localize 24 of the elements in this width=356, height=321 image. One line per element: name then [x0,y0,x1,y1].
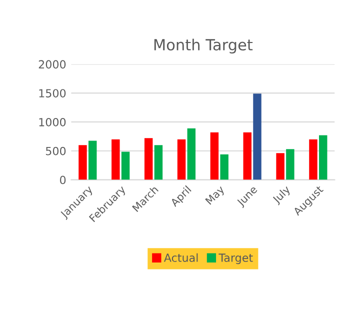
y-tick-label: 0 [60,176,66,184]
bar [253,94,262,180]
legend-label: Target [218,254,253,264]
y-tick-label: 500 [46,146,66,156]
legend-label: Actual [164,253,198,262]
y-tick-label: 1500 [39,89,66,98]
bar [121,152,130,180]
bar [177,139,186,180]
bar [78,145,87,180]
y-tick-label: 1000 [39,118,66,126]
bar [319,135,328,180]
bar [154,145,163,180]
bar [276,153,284,180]
y-tick-label: 2000 [38,60,66,69]
bar [286,149,294,180]
bar [88,140,97,180]
bar [144,138,153,180]
bar [112,139,120,180]
bar [210,132,219,180]
bar [187,128,196,180]
chart-title: Month Target [154,38,253,54]
bar [243,132,252,180]
bar [309,139,318,180]
bar [220,154,228,180]
